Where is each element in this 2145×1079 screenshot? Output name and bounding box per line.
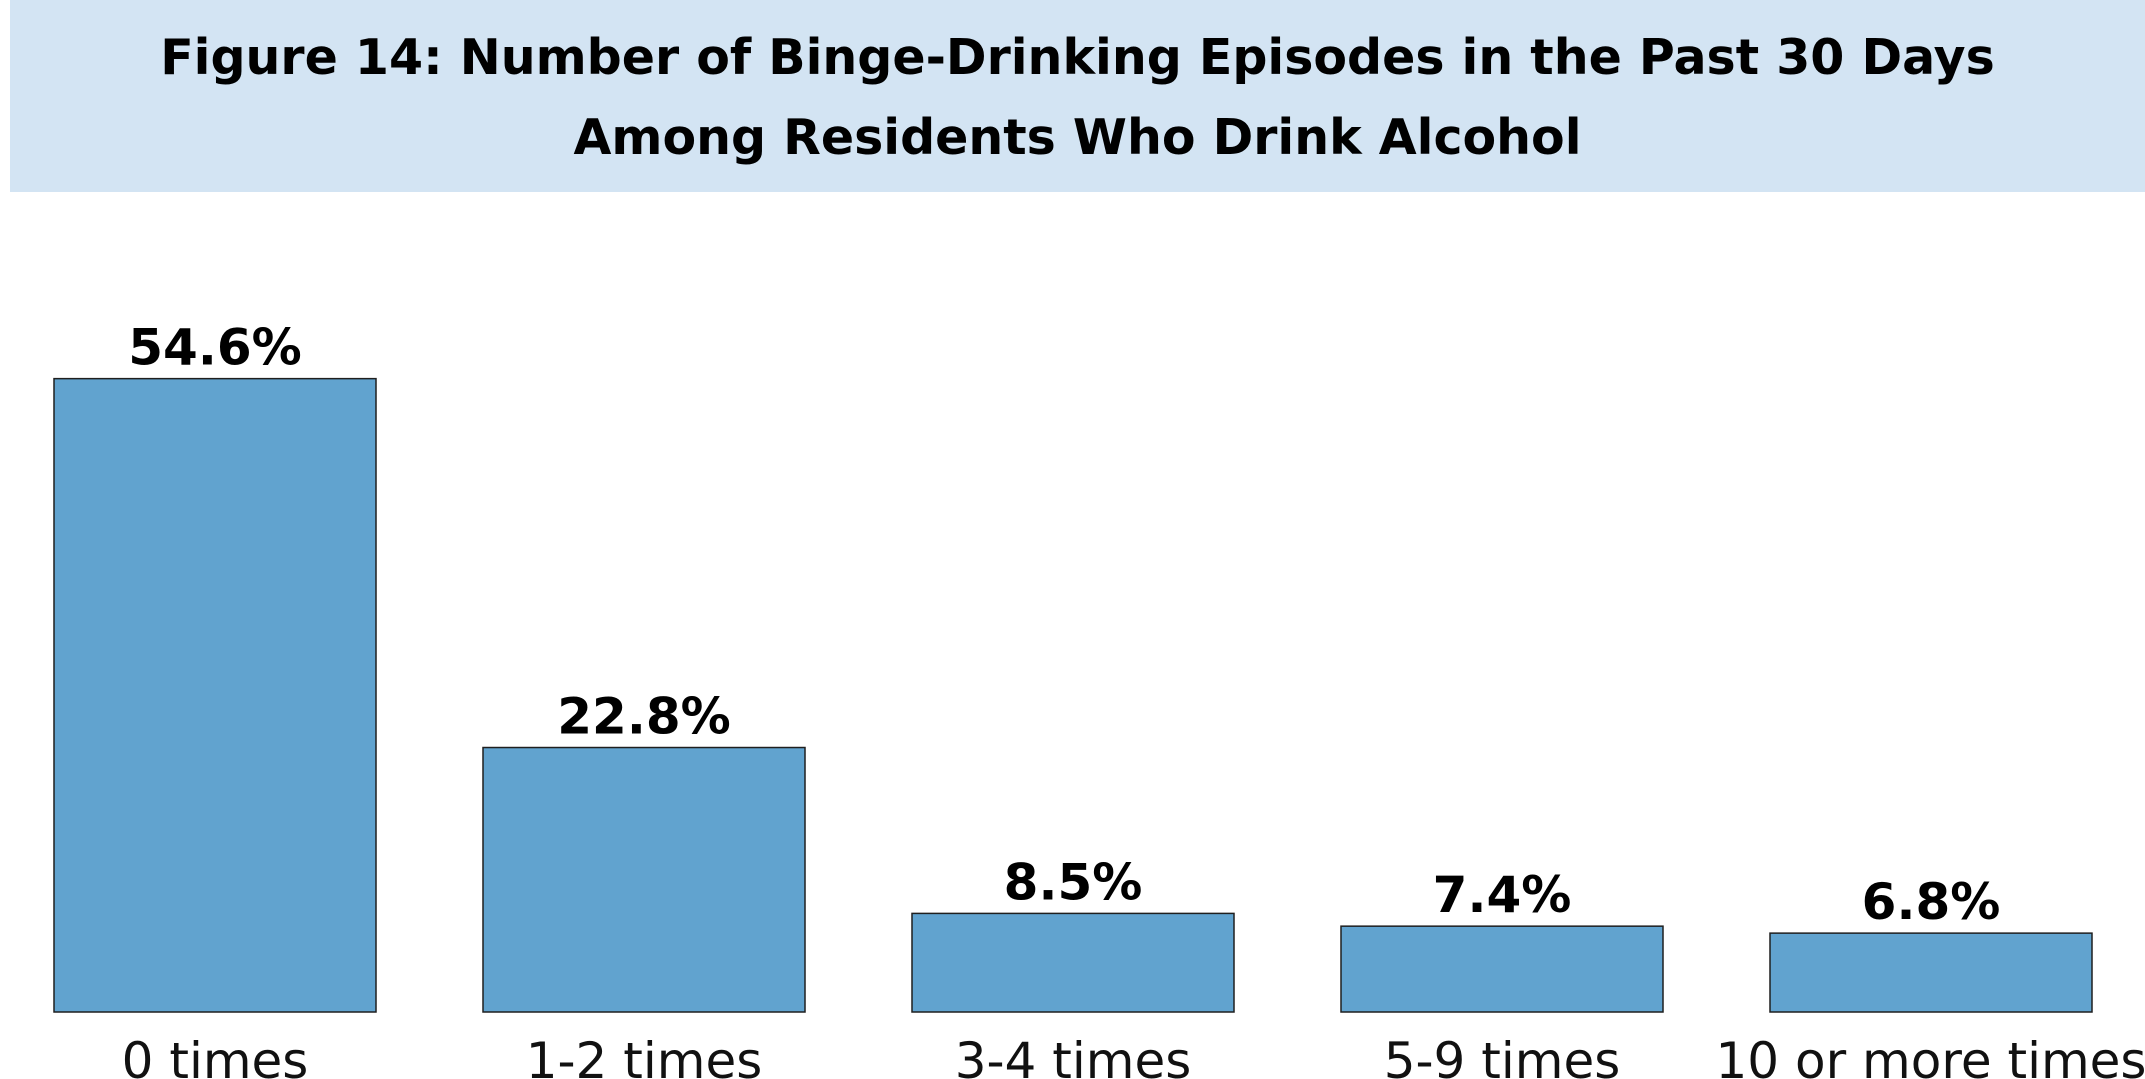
data-label-1: 54.6% [128,319,301,377]
category-label-5: 10 or more times [1716,1032,2145,1079]
data-label-4: 7.4% [1433,866,1572,924]
chart-title: Figure 14: Number of Binge-Drinking Epis… [160,29,1995,166]
bar-3 [911,912,1235,1013]
bar-4 [1340,925,1664,1013]
data-label-2: 22.8% [557,688,730,746]
data-label-5: 6.8% [1862,873,2001,931]
category-label-3: 3-4 times [955,1032,1192,1079]
title-band: Figure 14: Number of Binge-Drinking Epis… [10,0,2145,192]
bar-5 [1769,932,2093,1013]
category-label-2: 1-2 times [526,1032,763,1079]
bar-1 [53,377,377,1013]
category-label-4: 5-9 times [1384,1032,1621,1079]
data-label-3: 8.5% [1004,853,1143,911]
category-label-1: 0 times [122,1032,309,1079]
bar-2 [482,746,806,1013]
